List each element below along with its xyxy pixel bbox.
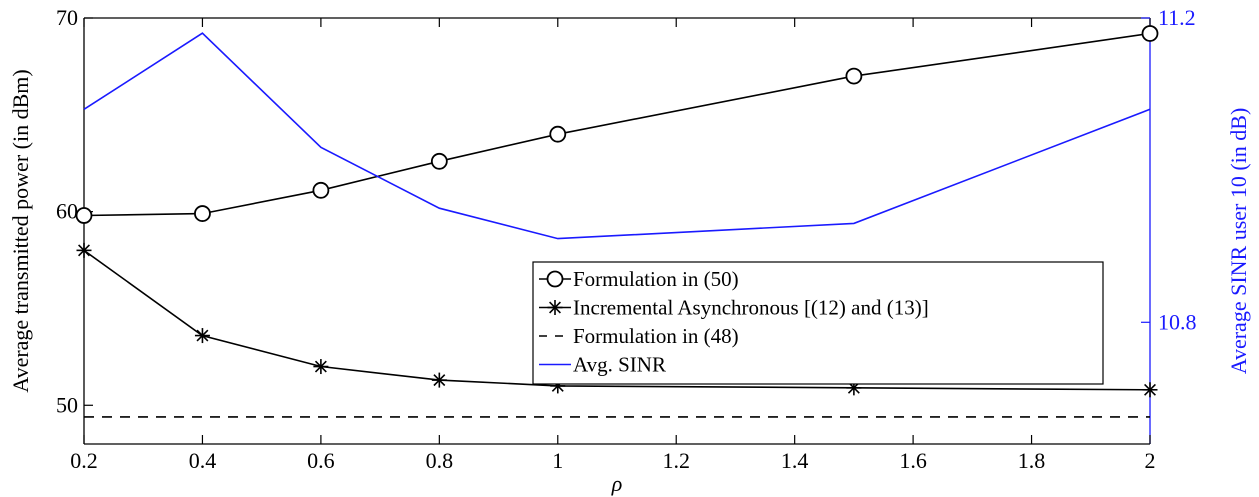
legend-label-3: Formulation in (48) (573, 324, 739, 348)
x-tick-label: 1.8 (1018, 448, 1046, 473)
series-1-point (1141, 25, 1159, 42)
legend-marker-2 (547, 300, 563, 315)
x-tick-label: 1.2 (662, 448, 690, 473)
legend-box (532, 261, 1104, 385)
series-2-point (1142, 382, 1158, 398)
series-1-point (75, 207, 93, 224)
y-axis-title-right: Average SINR user 10 (in dB) (1226, 108, 1251, 375)
legend-label-1: Formulation in (50) (573, 267, 739, 291)
series-2-point (313, 359, 329, 375)
series-1-point (430, 152, 448, 170)
x-tick-label: 0.4 (189, 448, 217, 473)
x-tick-label: 1 (552, 448, 563, 473)
y-tick-label: 50 (56, 392, 78, 417)
x-tick-label: 0.6 (307, 448, 335, 473)
series-1-point (549, 125, 567, 143)
y-tick-label: 70 (56, 5, 78, 30)
y-tick-label: 60 (56, 199, 78, 224)
x-tick-label: 0.2 (70, 448, 98, 473)
legend-marker-1 (546, 270, 564, 288)
legend-label-4: Avg. SINR (573, 353, 666, 377)
legend-label-2: Incremental Asynchronous [(12) and (13)] (573, 296, 929, 320)
series-2-point (76, 242, 92, 258)
x-tick-label: 2 (1145, 448, 1156, 473)
y-axis-title: Average transmitted power (in dBm) (8, 69, 33, 392)
y-tick-label-right: 11.2 (1158, 5, 1196, 30)
y-tick-label-right: 10.8 (1158, 309, 1197, 334)
plot-area: 0.2 0.4 0.6 0.8 1 1.2 1.4 1.6 1.8 250607010.811.2… (8, 5, 1251, 496)
series-1-point (194, 205, 211, 222)
x-tick-label: 1.6 (899, 448, 927, 473)
series-2-point (431, 372, 447, 388)
x-tick-label: 0.8 (426, 448, 454, 473)
x-axis-title: ρ (611, 471, 623, 496)
legend: Formulation in (50) Incremental Asynchron… (532, 261, 1104, 385)
series-line-1 (83, 32, 1151, 217)
series-1-point (845, 67, 863, 85)
series-line-4 (83, 32, 1151, 240)
series-1-point (312, 181, 330, 199)
x-tick-label: 1.4 (781, 448, 809, 473)
series-2-point (194, 328, 210, 344)
